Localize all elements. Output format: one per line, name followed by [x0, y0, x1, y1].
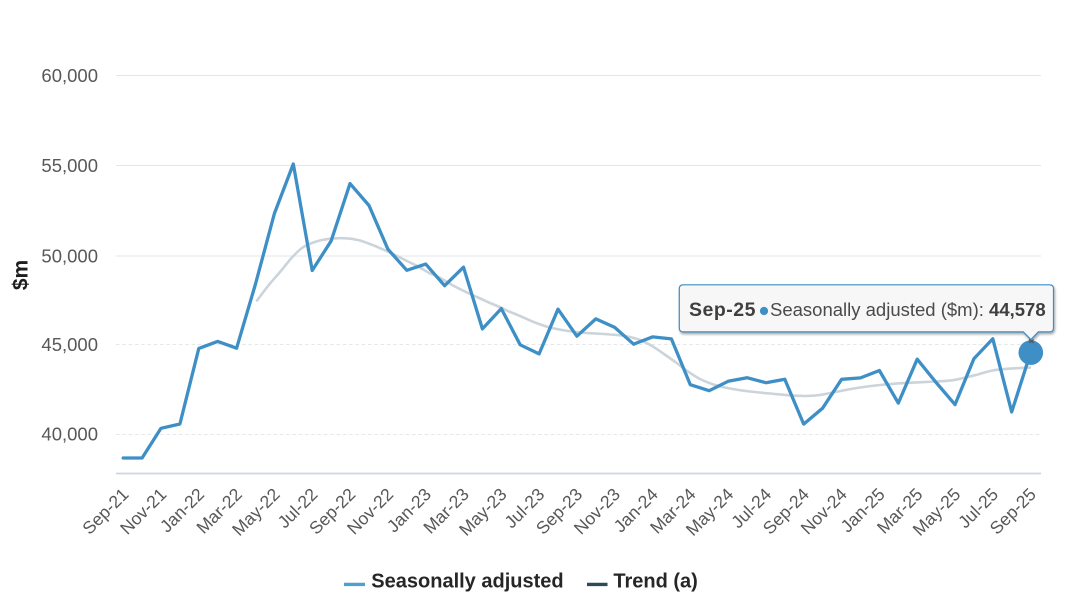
svg-text:50,000: 50,000 — [41, 245, 98, 266]
svg-text:$m: $m — [10, 260, 33, 290]
svg-text:Seasonally adjusted: Seasonally adjusted — [371, 571, 563, 593]
svg-text:Seasonally adjusted ($m): 44,5: Seasonally adjusted ($m): 44,578 — [770, 299, 1046, 320]
svg-text:Sep-25: Sep-25 — [689, 299, 756, 321]
svg-text:45,000: 45,000 — [41, 334, 98, 355]
svg-text:60,000: 60,000 — [41, 65, 98, 86]
svg-text:40,000: 40,000 — [41, 423, 98, 444]
svg-text:55,000: 55,000 — [41, 155, 98, 176]
svg-text:Trend (a): Trend (a) — [613, 571, 697, 593]
